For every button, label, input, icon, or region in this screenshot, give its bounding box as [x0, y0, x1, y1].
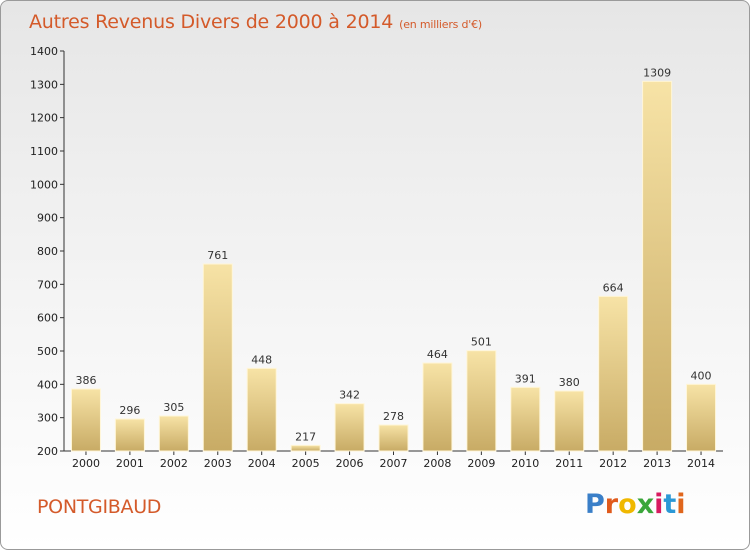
y-tick-label: 500	[37, 345, 58, 358]
x-tick-label: 2010	[511, 457, 539, 470]
x-tick-label: 2006	[336, 457, 364, 470]
x-tick-label: 2000	[72, 457, 100, 470]
bar-2001	[114, 418, 145, 452]
y-tick-label: 1000	[30, 178, 58, 191]
bar-2013	[642, 80, 673, 452]
data-label: 400	[691, 369, 712, 382]
bar-2012	[598, 295, 629, 452]
x-tick-label: 2011	[555, 457, 583, 470]
data-label: 464	[427, 348, 448, 361]
data-label: 1309	[643, 66, 671, 79]
y-tick-label: 800	[37, 245, 58, 258]
x-tick-label: 2009	[467, 457, 495, 470]
bar-2000	[70, 388, 101, 452]
data-label: 761	[207, 249, 228, 262]
logo-letter: i	[676, 489, 686, 520]
y-tick-label: 900	[37, 212, 58, 225]
y-tick-label: 1100	[30, 145, 58, 158]
x-tick-label: 2008	[423, 457, 451, 470]
logo-letter: r	[604, 489, 619, 520]
bars	[70, 80, 717, 452]
data-label: 448	[251, 353, 272, 366]
x-tick-label: 2013	[643, 457, 671, 470]
logo-letter: i	[654, 489, 664, 520]
bar-2011	[554, 390, 585, 452]
bar-2006	[334, 403, 365, 452]
proxiti-logo: Proxiti	[585, 489, 686, 520]
data-label: 217	[295, 430, 316, 443]
y-tick-label: 600	[37, 312, 58, 325]
y-tick-label: 1400	[30, 45, 58, 58]
data-label: 391	[515, 372, 536, 385]
x-tick-label: 2007	[380, 457, 408, 470]
y-tick-label: 300	[37, 412, 58, 425]
y-tick-label: 700	[37, 278, 58, 291]
data-label: 296	[119, 404, 140, 417]
bar-2002	[158, 415, 189, 452]
x-tick-label: 2004	[248, 457, 276, 470]
bar-2008	[422, 362, 453, 452]
labels: 2000 386 2001 296 2002 305 2003 761 2004 448 2005 2…	[72, 66, 715, 470]
data-label: 501	[471, 336, 492, 349]
chart-subtitle: (en milliers d'€)	[399, 18, 483, 31]
y-tick-label: 1300	[30, 78, 58, 91]
x-tick-label: 2001	[116, 457, 144, 470]
logo-letter: x	[636, 489, 655, 520]
data-label: 380	[559, 376, 580, 389]
logo-letter: P	[585, 489, 605, 520]
bar-2003	[202, 263, 233, 452]
data-label: 342	[339, 389, 360, 402]
bar-2010	[510, 386, 541, 452]
data-label: 278	[383, 410, 404, 423]
x-tick-label: 2005	[292, 457, 320, 470]
data-label: 386	[75, 374, 96, 387]
data-label: 664	[603, 281, 624, 294]
city-name: PONTGIBAUD	[37, 496, 162, 518]
logo-letter: t	[663, 489, 677, 520]
bar-2014	[686, 383, 717, 452]
logo-letter: o	[618, 489, 637, 520]
bar-2005	[290, 444, 321, 452]
x-tick-label: 2012	[599, 457, 627, 470]
y-tick-label: 400	[37, 378, 58, 391]
chart-title: Autres Revenus Divers de 2000 à 2014 (en …	[29, 11, 483, 33]
y-tick-label: 200	[37, 445, 58, 458]
bar-2009	[466, 350, 497, 452]
x-tick-label: 2002	[160, 457, 188, 470]
bar-2004	[246, 367, 277, 452]
x-tick-label: 2003	[204, 457, 232, 470]
data-label: 305	[163, 401, 184, 414]
y-tick-label: 1200	[30, 112, 58, 125]
x-tick-label: 2014	[687, 457, 715, 470]
bar-2007	[378, 424, 409, 452]
